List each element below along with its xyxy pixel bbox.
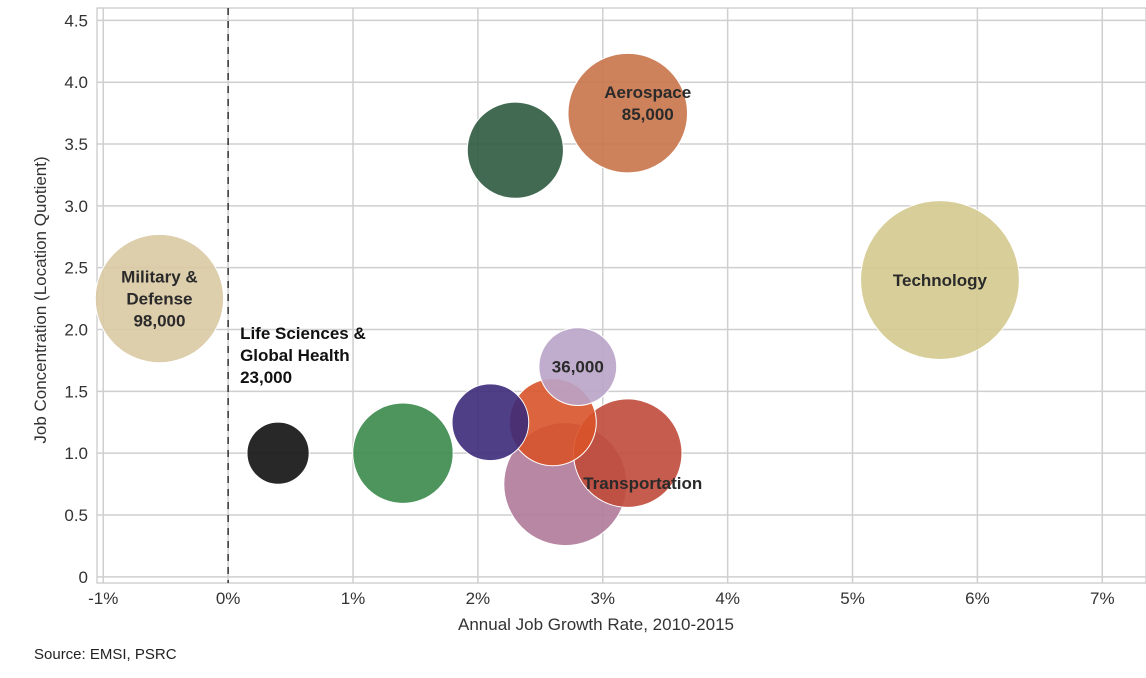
y-tick-label: 2.5 [64,259,88,278]
source-note: Source: EMSI, PSRC [34,646,177,663]
bubble-point [451,383,530,462]
bubble-point [94,233,225,364]
bubble-layer [94,52,1020,547]
bubble-point [860,200,1020,360]
y-tick-label: 0 [79,568,88,587]
x-tick-label: 4% [715,589,740,608]
axis-layer: -1% 0% 1% 2% 3% 4% 5% 6% 7% 0 0.5 1.0 1.5 2.0 2.5 3.0 3.… [64,11,1114,608]
bubble-label: Defense [126,290,192,309]
y-tick-label: 2.0 [64,321,88,340]
y-tick-label: 4.5 [64,11,88,30]
y-tick-label: 3.5 [64,135,88,154]
bubble-point [246,421,310,485]
bubble-label: Military & [121,268,198,287]
y-tick-label: 3.0 [64,197,88,216]
x-tick-label: 2% [466,589,491,608]
bubble-point [567,52,689,174]
bubble-label: Life Sciences & [240,324,366,343]
x-tick-label: 3% [590,589,615,608]
bubble-label: Technology [893,271,988,290]
bubble-label: Transportation [583,474,702,493]
bubble-label: 23,000 [240,368,292,387]
bubble-label: Aerospace [604,83,691,102]
label-layer: Military & Defense 98,000 Aerospace 85,000 Te… [121,83,987,493]
bubble-label: 98,000 [133,312,185,331]
y-axis-title: Job Concentration (Location Quotient) [31,156,50,443]
bubble-point [352,402,454,504]
y-tick-label: 1.0 [64,444,88,463]
x-tick-label: 0% [216,589,241,608]
x-tick-label: 6% [965,589,990,608]
bubble-label: 36,000 [552,358,604,377]
y-tick-label: 4.0 [64,73,88,92]
bubble-label: 85,000 [622,105,674,124]
x-tick-label: 7% [1090,589,1115,608]
bubble-point [538,327,618,406]
bubble-point [466,101,564,199]
y-tick-label: 1.5 [64,382,88,401]
bubble-label: Global Health [240,346,350,365]
x-axis-title: Annual Job Growth Rate, 2010-2015 [458,615,734,634]
x-tick-label: 1% [341,589,366,608]
x-tick-label: -1% [88,589,118,608]
y-tick-label: 0.5 [64,506,88,525]
x-tick-label: 5% [840,589,865,608]
